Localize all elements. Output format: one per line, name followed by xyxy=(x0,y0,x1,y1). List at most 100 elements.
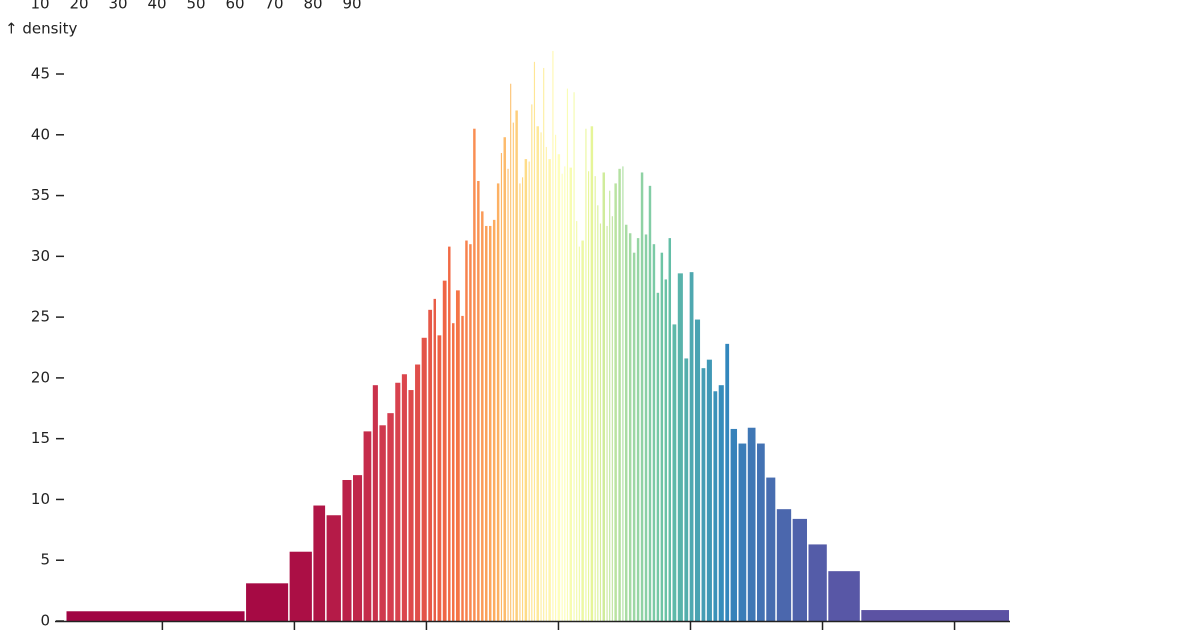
bar xyxy=(552,50,554,622)
legend-tick-label: 20 xyxy=(69,0,88,13)
bar xyxy=(564,166,566,622)
bar xyxy=(599,223,602,621)
bar xyxy=(677,273,683,621)
bar xyxy=(313,505,326,621)
bar xyxy=(585,128,587,621)
bar xyxy=(428,309,433,621)
y-tick-label: 35 xyxy=(31,186,50,204)
bar xyxy=(694,319,701,621)
bar xyxy=(766,477,776,621)
bar xyxy=(588,171,590,622)
bar xyxy=(469,244,472,621)
bar xyxy=(738,443,747,621)
bar xyxy=(569,167,572,621)
y-tick-label: 10 xyxy=(31,490,50,508)
bar xyxy=(540,132,542,621)
bar xyxy=(578,246,580,622)
bar xyxy=(668,238,672,621)
bar xyxy=(473,128,476,621)
bar xyxy=(555,134,557,621)
bar xyxy=(421,337,427,621)
bar xyxy=(628,233,632,622)
bar xyxy=(353,475,363,621)
bar xyxy=(689,272,694,621)
bar xyxy=(606,225,608,621)
bar xyxy=(640,172,644,621)
legend-tick-label: 60 xyxy=(225,0,244,13)
legend-tick-label: 80 xyxy=(303,0,322,13)
y-tick-label: 0 xyxy=(40,612,50,630)
bar xyxy=(524,159,528,621)
bar xyxy=(561,173,563,621)
bar xyxy=(452,323,455,621)
y-tick-label: 20 xyxy=(31,368,50,386)
legend-tick-label: 40 xyxy=(147,0,166,13)
bar xyxy=(455,290,460,621)
y-axis-label: ↑ density xyxy=(5,20,77,38)
bar xyxy=(379,425,386,621)
bar xyxy=(597,205,599,621)
bar xyxy=(622,166,624,622)
bar xyxy=(492,219,496,622)
bar xyxy=(448,246,451,622)
bar xyxy=(548,159,551,621)
bar xyxy=(477,180,480,621)
bar xyxy=(602,172,605,621)
bar xyxy=(581,240,584,621)
bar xyxy=(461,315,464,621)
bar xyxy=(503,137,506,621)
bar xyxy=(395,382,401,621)
bar xyxy=(519,183,521,621)
legend-tick-label: 70 xyxy=(264,0,283,13)
y-tick-label: 30 xyxy=(31,247,50,265)
bar xyxy=(528,161,530,621)
bar xyxy=(644,234,648,621)
bar xyxy=(66,611,245,621)
bar xyxy=(510,83,512,622)
legend-tick-label: 30 xyxy=(108,0,127,13)
bar xyxy=(590,126,594,622)
bar xyxy=(713,391,718,621)
bar xyxy=(433,298,436,621)
bar xyxy=(531,104,533,622)
bar xyxy=(725,343,730,621)
bar xyxy=(442,280,447,621)
bar xyxy=(521,177,524,621)
bar xyxy=(246,583,289,621)
bar xyxy=(701,368,706,621)
bar xyxy=(543,67,545,621)
legend-tick-label: 50 xyxy=(186,0,205,13)
bar xyxy=(533,61,536,621)
bar xyxy=(684,358,689,621)
bar xyxy=(611,216,613,621)
bar xyxy=(408,390,414,621)
bar xyxy=(512,122,514,622)
bar xyxy=(664,279,668,621)
bar xyxy=(401,374,407,621)
bar xyxy=(792,518,807,621)
bar xyxy=(636,238,640,621)
bar xyxy=(387,413,394,621)
bar xyxy=(609,190,611,621)
bar xyxy=(415,364,421,621)
bar xyxy=(747,427,756,621)
bar xyxy=(672,324,677,621)
bar xyxy=(507,168,509,621)
legend-tick-label: 10 xyxy=(30,0,49,13)
bar xyxy=(594,176,596,621)
bar xyxy=(485,225,488,621)
bar xyxy=(660,252,664,621)
bar xyxy=(363,431,372,621)
y-tick-label: 15 xyxy=(31,429,50,447)
y-tick-label: 40 xyxy=(31,125,50,143)
bar xyxy=(624,224,628,621)
bar xyxy=(481,211,484,622)
bar xyxy=(536,126,539,622)
bar xyxy=(545,146,547,621)
bar xyxy=(515,110,518,621)
bar xyxy=(557,154,561,621)
bar xyxy=(326,515,341,621)
bar xyxy=(465,240,468,621)
bar xyxy=(706,359,712,621)
